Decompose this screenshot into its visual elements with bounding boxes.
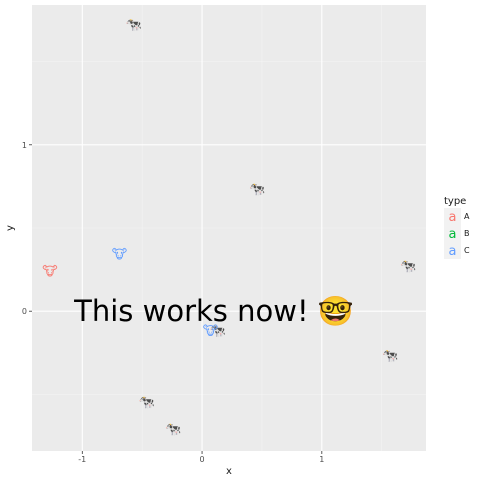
data-point-b: 🐄 (210, 324, 226, 339)
data-point-c: 🐄 (165, 422, 181, 437)
data-point-b: 🐄 (400, 259, 416, 274)
annotation-label: This works now! 🤓 (73, 294, 354, 328)
y-axis-ticks: 01 (22, 141, 32, 316)
legend-key-glyph: a (449, 244, 457, 259)
data-point-a: 🐮 (42, 264, 57, 279)
legend-key-a (444, 208, 461, 225)
legend-label-b: B (464, 229, 470, 238)
legend-key-b (444, 225, 461, 242)
x-axis-ticks: -1 0 1 (78, 451, 324, 464)
y-axis-title: y (5, 225, 16, 231)
annotations: This works now! 🤓 (73, 294, 354, 328)
grid-lines (32, 5, 426, 451)
legend-key-glyph: a (449, 210, 457, 225)
legend: type a Aa Ba C (444, 196, 470, 259)
data-point-c: 🐮 (203, 324, 218, 339)
data-points: 🐄🐮 🐄🐄🐄🐄🐮🐮🐄🐄 (42, 18, 416, 437)
x-tick-label: 1 (319, 455, 324, 464)
legend-key-c (444, 242, 461, 259)
x-tick-label: -1 (78, 455, 86, 464)
data-point-c: 🐄 (249, 183, 265, 198)
legend-key-glyph: a (449, 227, 457, 242)
data-point-a: 🐄 (126, 18, 142, 33)
data-point-c: 🐮 (112, 248, 127, 263)
legend-title: type (444, 196, 466, 207)
y-tick-label: 0 (22, 307, 27, 316)
data-point-b: 🐄 (139, 396, 155, 411)
x-tick-label: 0 (200, 455, 205, 464)
legend-label-a: A (464, 212, 470, 221)
legend-label-c: C (464, 246, 470, 255)
y-tick-label: 1 (22, 141, 27, 150)
data-point-c: 🐄 (382, 349, 398, 364)
x-axis-title: x (226, 466, 232, 477)
